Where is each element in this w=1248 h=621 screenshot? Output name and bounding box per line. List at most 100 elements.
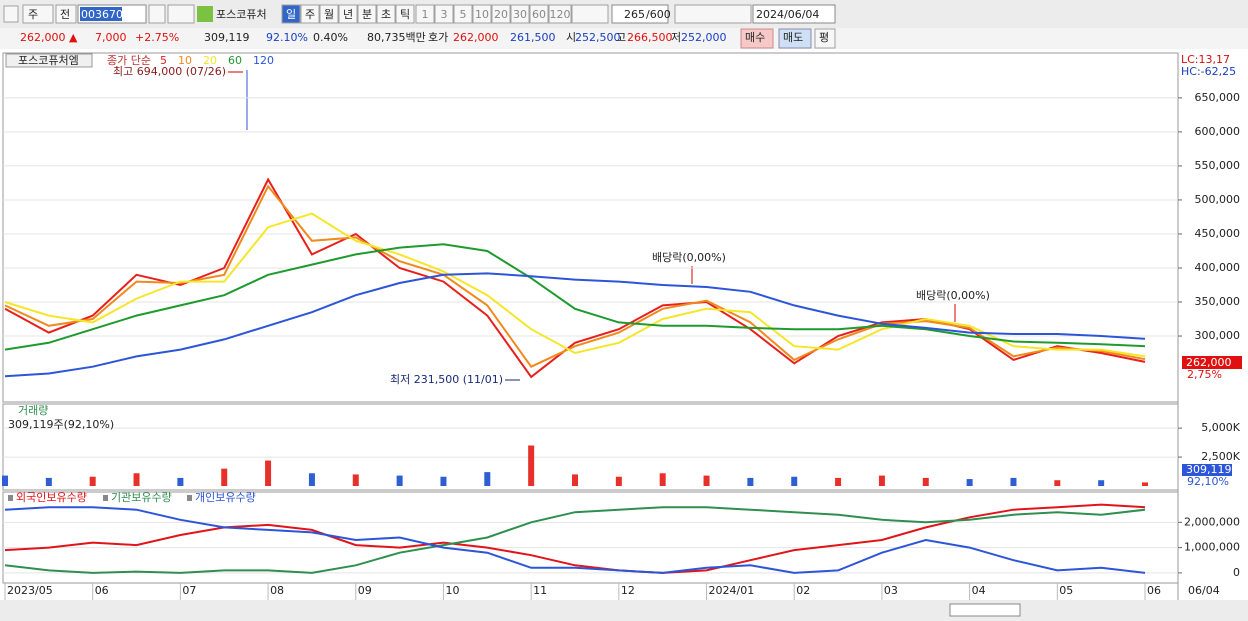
legend-entry: 20 [203,54,217,67]
volume-bar [922,477,929,486]
period-button[interactable] [319,4,339,24]
last-volume-box [1182,464,1232,476]
y-tick-label: 500,000 [1195,193,1241,206]
legend-swatch [103,495,108,501]
volume-bar [2,475,8,486]
y-tick-label: 550,000 [1195,159,1241,172]
series-line [4,506,1146,574]
quote-bar [0,28,1248,49]
high-label: 고 [616,31,626,44]
prev: 전 [60,8,70,21]
volume-bar [878,475,885,486]
legend-entry: 5 [160,54,167,67]
interval-button[interactable] [548,4,572,24]
volume-bar [440,476,447,486]
x-tick-label: 09 [358,584,372,597]
period: 분 [362,8,372,21]
volume-bar [308,473,315,486]
avg-button[interactable] [814,28,836,49]
dividend-annotation: 배당락(0,00%) [916,289,990,302]
amount: 80,735백만 [367,31,426,44]
chart-subtitle: 종가 단순 [107,54,151,67]
menu-icon[interactable] [3,5,19,23]
volume-bar [966,479,973,486]
buy: 매수 [745,31,765,44]
legend-entry: 10 [178,54,192,67]
interval-button[interactable] [415,4,435,24]
price: 262,000 ▲ [20,31,78,44]
x-tick-label: 05 [1059,584,1073,597]
y-tick-label: 2,500K [1201,450,1240,463]
period: 년 [343,8,353,21]
last-rate: 2,75% [1187,368,1222,381]
code: 003670 [81,8,123,21]
tool-buttons[interactable] [674,4,752,24]
series-line [4,272,1146,378]
period-button[interactable] [395,4,415,24]
scrollbar[interactable] [0,600,1248,621]
period-button[interactable] [338,4,358,24]
last-price: 262,000 [1186,356,1232,369]
series-line [4,184,1146,368]
market-select[interactable] [22,4,54,24]
interval: 5 [460,8,467,21]
interval-button[interactable] [491,4,511,24]
period-button[interactable] [376,4,396,24]
x-tick-label: 2023/05 [7,584,53,597]
period-button[interactable] [357,4,377,24]
ask-label: 호가 [428,31,448,44]
period: 주 [305,8,315,21]
volume-bar [1098,480,1105,486]
zoom-slider[interactable] [949,603,1021,617]
low-annotation: 최저 231,500 (11/01) [390,373,503,386]
x-tick-label: 10 [445,584,459,597]
interval: 30 [513,8,527,21]
buy-button[interactable] [740,28,774,49]
date-input[interactable] [752,4,836,24]
period-button[interactable] [281,4,301,24]
code-highlight [80,7,122,21]
interval-button[interactable] [529,4,549,24]
dividend-annotation: 배당락(0,00%) [652,251,726,264]
sell: 매도 [783,31,803,44]
volume: 309,119 [204,31,250,44]
interval: 20 [494,8,508,21]
low: 252,000 [681,31,727,44]
volume-bar [396,475,403,486]
open-label: 시 [566,31,576,44]
interval-button[interactable] [434,4,454,24]
y-tick-label: 2,000,000 [1184,515,1240,528]
series-line [4,212,1146,358]
interval-button[interactable] [510,4,530,24]
x-tick-label: 12 [621,584,635,597]
volume-bar [747,477,754,486]
period-button[interactable] [300,4,320,24]
chart-subtitle: 309,119주(92,10%) [8,418,114,431]
period: 틱 [400,8,410,21]
prev-button[interactable] [55,4,77,24]
legend-entry: 기관보유수량 [111,491,172,504]
sound-button[interactable] [167,4,195,24]
avg: 평 [819,31,829,44]
interval-button[interactable] [472,4,492,24]
chart-title: 포스코퓨처엠 [18,54,79,67]
market: 주 [28,8,38,21]
turnover: 0.40% [313,31,348,44]
count-input[interactable] [611,4,669,24]
x-tick-label: 2024/01 [709,584,755,597]
date: 2024/06/04 [756,8,819,21]
interval-button[interactable] [453,4,473,24]
series-line [4,506,1146,574]
volume-bar [1054,480,1061,486]
interval: 60 [532,8,546,21]
last-price-box [1182,356,1242,369]
high: 266,500 [627,31,673,44]
sell-button[interactable] [778,28,812,49]
hc: HC:-62,25 [1181,65,1236,78]
x-tick-label: 11 [533,584,547,597]
volume-bar [265,460,272,486]
search-button[interactable] [148,4,166,24]
blank-select[interactable] [571,4,609,24]
y-tick-label: 350,000 [1195,295,1241,308]
